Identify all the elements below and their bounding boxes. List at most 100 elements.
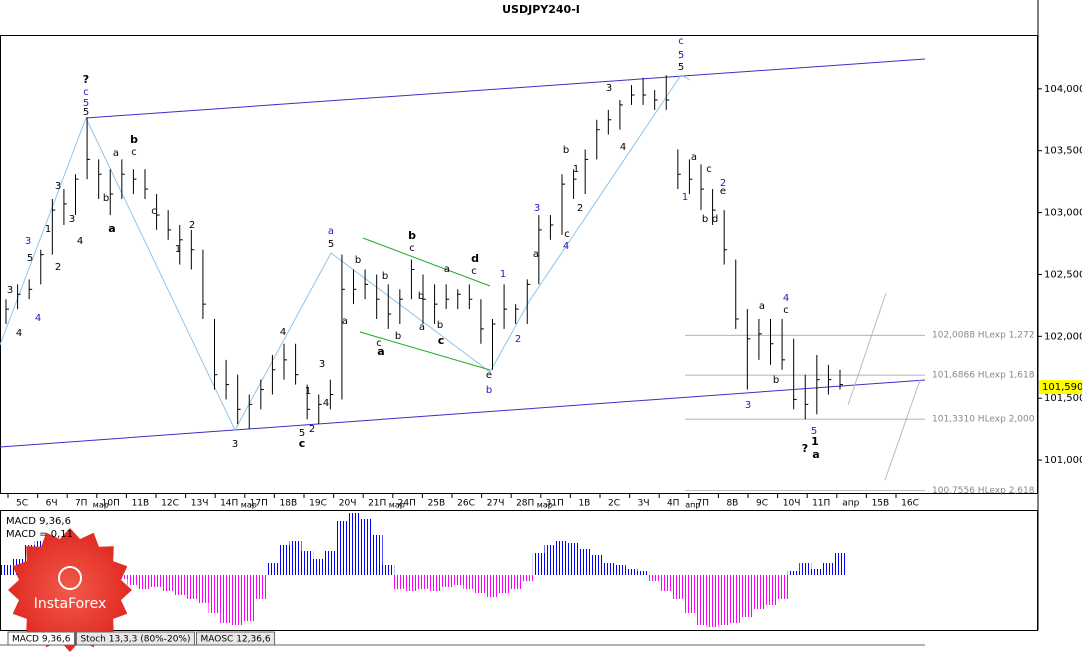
macd-bar	[752, 575, 765, 609]
wave-label: 4	[280, 327, 286, 338]
macd-bar	[440, 575, 453, 587]
macd-bar	[579, 549, 592, 575]
macd-bar	[301, 551, 314, 575]
wave-label: 1	[573, 164, 579, 175]
x-tick-label: 8В	[726, 499, 738, 509]
x-tick-label: 4П	[667, 499, 680, 509]
x-tick-label: 10Ч	[783, 499, 801, 509]
macd-bar	[335, 521, 348, 575]
wave-label: a	[113, 148, 119, 159]
x-tick-label: 7П	[75, 499, 88, 509]
x-tick-label: 7П	[697, 499, 710, 509]
macd-bar	[196, 575, 209, 603]
macd-bar	[683, 575, 696, 613]
indicator-panel	[0, 510, 1038, 631]
macd-bar	[278, 545, 290, 575]
macd-bar	[637, 571, 650, 575]
wave-label: 3	[25, 236, 31, 247]
macd-bar	[660, 575, 673, 591]
macd-bar	[359, 519, 372, 575]
macd-bar	[590, 555, 603, 575]
macd-bar	[139, 575, 151, 589]
macd-bar	[312, 559, 325, 575]
macd-bar	[162, 575, 175, 591]
macd-bar	[254, 575, 267, 599]
macd-bar	[474, 575, 487, 593]
x-tick-label: 31П	[546, 499, 564, 509]
tab[interactable]: Stoch 13,3,3 (80%-20%)	[75, 631, 195, 646]
macd-bar	[0, 565, 12, 575]
wave-label: 3	[55, 181, 61, 192]
wave-label: 2	[55, 262, 61, 273]
wave-label: 5	[328, 239, 334, 250]
wave-label: 2	[309, 424, 315, 435]
x-tick-label: 20Ч	[339, 499, 357, 509]
current-price-box	[1039, 380, 1082, 395]
y-tick-label: 101,000	[1044, 455, 1082, 466]
macd-bar	[243, 575, 256, 621]
macd-bar	[382, 565, 395, 575]
x-tick-label: 24П	[398, 499, 416, 509]
macd-bar	[764, 575, 777, 605]
x-tick-label: 14П	[220, 499, 238, 509]
macd-bar	[834, 553, 846, 575]
projection-line	[847, 292, 887, 406]
wave-line	[0, 74, 691, 432]
current-price-label: 101,590	[1042, 382, 1082, 393]
channel-line	[85, 58, 926, 119]
y-tick-label: 101,500	[1044, 393, 1082, 404]
wave-label: c	[564, 229, 570, 240]
x-tick-label: 2С	[608, 499, 620, 509]
wave-label: b	[355, 255, 361, 266]
wave-label: b	[382, 271, 388, 282]
wave-label: c	[471, 266, 477, 277]
x-tick-label: 9С	[756, 499, 768, 509]
macd-bar	[613, 565, 626, 575]
wave-label: 4	[323, 398, 329, 409]
macd-bar	[185, 575, 198, 599]
x-tick-label: 5С	[16, 499, 28, 509]
wave-label: c	[131, 147, 137, 158]
macd-bar	[544, 545, 557, 575]
wave-label: b	[486, 385, 492, 396]
logo-text: InstaForex	[34, 596, 107, 612]
wave-label: b	[103, 193, 109, 204]
wave-label: b	[563, 145, 569, 156]
wave-label: c	[299, 437, 306, 450]
triangle-line	[359, 331, 491, 371]
wave-label: e	[486, 370, 492, 381]
month-label: мар	[389, 501, 405, 510]
macd-bar	[521, 575, 534, 581]
wave-label: b	[702, 214, 708, 225]
wave-label: c	[409, 243, 415, 254]
x-tick-label: 26С	[457, 499, 475, 509]
level-label: 101,3310 HLexp 2,000	[932, 415, 1035, 425]
wave-label: 3	[606, 83, 612, 94]
wave-label: c	[783, 305, 789, 316]
projection-line	[884, 379, 921, 481]
wave-label: c	[678, 36, 684, 47]
indicator-value: MACD = 0,11	[6, 529, 73, 540]
wave-label: a	[812, 448, 819, 461]
x-tick-label: апр	[842, 499, 859, 509]
x-tick-label: 12С	[161, 499, 179, 509]
y-tick-label: 102,500	[1044, 269, 1082, 280]
tab[interactable]: MACD 9,36,6	[7, 631, 75, 646]
wave-label: a	[533, 249, 539, 260]
wave-label: e	[720, 186, 726, 197]
month-label: мар	[93, 501, 109, 510]
macd-bar	[486, 575, 499, 597]
wave-label: 5	[811, 426, 817, 437]
logo-icon	[58, 566, 82, 590]
x-tick-label: 11В	[132, 499, 150, 509]
x-tick-label: 1В	[578, 499, 590, 509]
macd-bar	[718, 575, 731, 625]
tab[interactable]: MAOSC 12,36,6	[196, 631, 276, 646]
month-label: апр	[685, 501, 700, 510]
wave-label: 4	[783, 293, 789, 304]
x-tick-label: 6Ч	[46, 499, 58, 509]
macd-bar	[602, 563, 615, 575]
level-label: 101,6866 HLexp 1,618	[932, 371, 1035, 381]
wave-label: c	[376, 338, 382, 349]
wave-label: 3	[319, 359, 325, 370]
